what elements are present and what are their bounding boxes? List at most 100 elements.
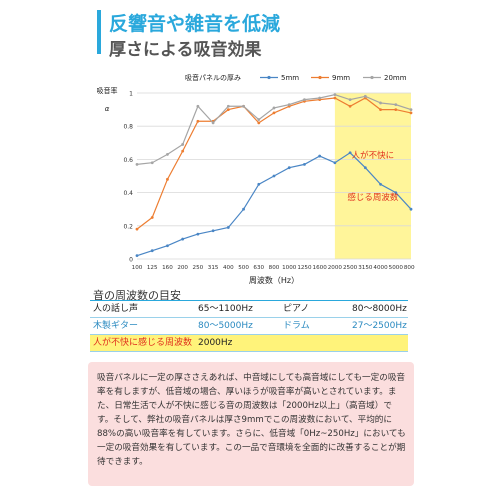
y-tick-label: 0.6 bbox=[123, 157, 133, 164]
data-point-5mm bbox=[181, 237, 185, 241]
x-tick-label: 400 bbox=[223, 265, 234, 271]
data-point-9mm bbox=[333, 96, 337, 100]
data-point-20mm bbox=[181, 143, 185, 146]
data-point-20mm bbox=[242, 104, 245, 108]
data-point-9mm bbox=[166, 177, 169, 181]
x-tick-label: 800 bbox=[269, 265, 280, 271]
data-point-20mm bbox=[303, 98, 306, 102]
legend-title: 吸音パネルの厚み bbox=[185, 73, 241, 82]
data-point-5mm bbox=[409, 207, 413, 211]
x-tick-label: 200 bbox=[177, 265, 188, 271]
data-point-5mm bbox=[257, 182, 261, 186]
data-point-20mm bbox=[363, 94, 367, 98]
data-point-5mm bbox=[303, 162, 306, 166]
data-point-20mm bbox=[318, 96, 322, 100]
data-point-5mm bbox=[394, 191, 398, 194]
reference-table: 人の話し声 65〜1100Hz ピアノ 80〜8000Hz 木製ギター 80〜5000Hz… bbox=[90, 300, 408, 352]
data-point-9mm bbox=[379, 108, 382, 111]
data-point-5mm bbox=[348, 151, 352, 155]
x-tick-label: 1250 bbox=[297, 265, 312, 271]
data-point-20mm bbox=[409, 108, 413, 111]
x-tick-label: 3150 bbox=[358, 265, 373, 271]
data-point-5mm bbox=[166, 244, 169, 248]
data-point-20mm bbox=[394, 103, 398, 107]
reference-cell: 人が不快に感じる周波数 bbox=[93, 338, 193, 348]
data-point-9mm bbox=[348, 104, 352, 108]
y-axis-label-line1: 吸音率 bbox=[97, 86, 118, 95]
data-point-9mm bbox=[135, 227, 139, 231]
y-tick-label: 1 bbox=[129, 91, 133, 98]
data-point-9mm bbox=[272, 111, 276, 115]
highlight-label-line1: 人が不快に bbox=[352, 150, 395, 161]
data-point-20mm bbox=[257, 118, 261, 121]
x-tick-label: 630 bbox=[253, 265, 264, 271]
highlight-label-line2: 感じる周波数 bbox=[347, 192, 399, 203]
data-point-9mm bbox=[394, 108, 398, 111]
reference-title: 音の周波数の目安 bbox=[93, 289, 181, 302]
data-point-9mm bbox=[226, 108, 230, 111]
data-point-5mm bbox=[272, 174, 276, 178]
x-tick-label: 100 bbox=[132, 265, 143, 271]
page-title: 反響音や雑音を低減 bbox=[109, 13, 281, 35]
absorption-chart: 0 0.2 0.4 0.6 0.8 1 100 125 160 200 250 315 400 500 63… bbox=[97, 73, 416, 284]
data-point-20mm bbox=[348, 98, 352, 102]
reference-cell: 80〜5000Hz bbox=[198, 321, 253, 331]
data-point-20mm bbox=[211, 121, 215, 125]
x-tick-label: 125 bbox=[147, 265, 158, 271]
x-tick-label: 8000 bbox=[404, 265, 415, 271]
data-point-5mm bbox=[135, 254, 139, 258]
reference-cell: 人の話し声 bbox=[93, 304, 139, 314]
y-tick-label: 0.4 bbox=[123, 190, 133, 197]
data-point-20mm bbox=[196, 104, 200, 108]
reference-cell: 65〜1100Hz bbox=[198, 304, 253, 314]
y-tick-label: 0.2 bbox=[123, 223, 133, 230]
data-point-9mm bbox=[257, 121, 261, 125]
legend-label: 9mm bbox=[332, 74, 350, 82]
x-axis-label: 周波数（Hz） bbox=[249, 275, 299, 284]
data-point-9mm bbox=[409, 111, 413, 115]
data-point-5mm bbox=[379, 182, 382, 186]
x-tick-label: 4000 bbox=[373, 265, 388, 271]
data-point-5mm bbox=[211, 229, 215, 233]
legend-label: 5mm bbox=[281, 74, 299, 82]
data-point-20mm bbox=[379, 101, 382, 105]
data-point-20mm bbox=[287, 103, 291, 107]
y-tick-label: 0 bbox=[129, 257, 133, 264]
x-tick-label: 2000 bbox=[328, 265, 343, 271]
data-point-20mm bbox=[272, 106, 276, 110]
reference-cell: 80〜8000Hz bbox=[352, 304, 407, 314]
reference-cell: 2000Hz bbox=[198, 338, 233, 348]
data-point-20mm bbox=[226, 104, 230, 108]
data-point-20mm bbox=[150, 161, 154, 165]
reference-row: 人の話し声 65〜1100Hz ピアノ 80〜8000Hz bbox=[90, 301, 408, 318]
data-point-5mm bbox=[318, 154, 322, 158]
x-tick-label: 1000 bbox=[282, 265, 297, 271]
x-tick-label: 5000 bbox=[389, 265, 404, 271]
page-subtitle: 厚さによる吸音効果 bbox=[109, 40, 262, 60]
data-point-20mm bbox=[333, 93, 337, 97]
x-tick-label: 1600 bbox=[313, 265, 328, 271]
data-point-9mm bbox=[196, 119, 200, 123]
reference-cell: ピアノ bbox=[283, 304, 310, 314]
data-point-5mm bbox=[226, 226, 230, 229]
reference-row: 木製ギター 80〜5000Hz ドラム 27〜2500Hz bbox=[90, 318, 408, 335]
x-tick-label: 250 bbox=[193, 265, 204, 271]
data-point-5mm bbox=[287, 166, 291, 170]
reference-cell: 木製ギター bbox=[93, 321, 139, 331]
reference-cell: 27〜2500Hz bbox=[352, 321, 407, 331]
data-point-5mm bbox=[333, 161, 337, 165]
x-tick-label: 500 bbox=[238, 265, 249, 271]
data-point-5mm bbox=[242, 207, 245, 211]
reference-row: 人が不快に感じる周波数 2000Hz bbox=[90, 335, 408, 352]
data-point-5mm bbox=[150, 249, 154, 253]
legend-marker bbox=[267, 75, 271, 80]
title-accent-bar bbox=[97, 10, 101, 54]
y-axis-label-line2: α bbox=[105, 105, 110, 113]
description-text: 吸音パネルに一定の厚ささえあれば、中音域にしても高音域にしても一定の吸音率を有し… bbox=[88, 362, 414, 486]
data-point-20mm bbox=[135, 162, 139, 166]
legend-marker bbox=[370, 75, 374, 80]
data-point-5mm bbox=[196, 232, 200, 236]
x-tick-label: 2500 bbox=[343, 265, 358, 271]
x-tick-label: 160 bbox=[162, 265, 173, 271]
data-point-9mm bbox=[150, 216, 154, 219]
